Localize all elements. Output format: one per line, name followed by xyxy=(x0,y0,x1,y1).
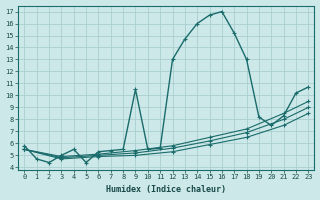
X-axis label: Humidex (Indice chaleur): Humidex (Indice chaleur) xyxy=(106,185,226,194)
